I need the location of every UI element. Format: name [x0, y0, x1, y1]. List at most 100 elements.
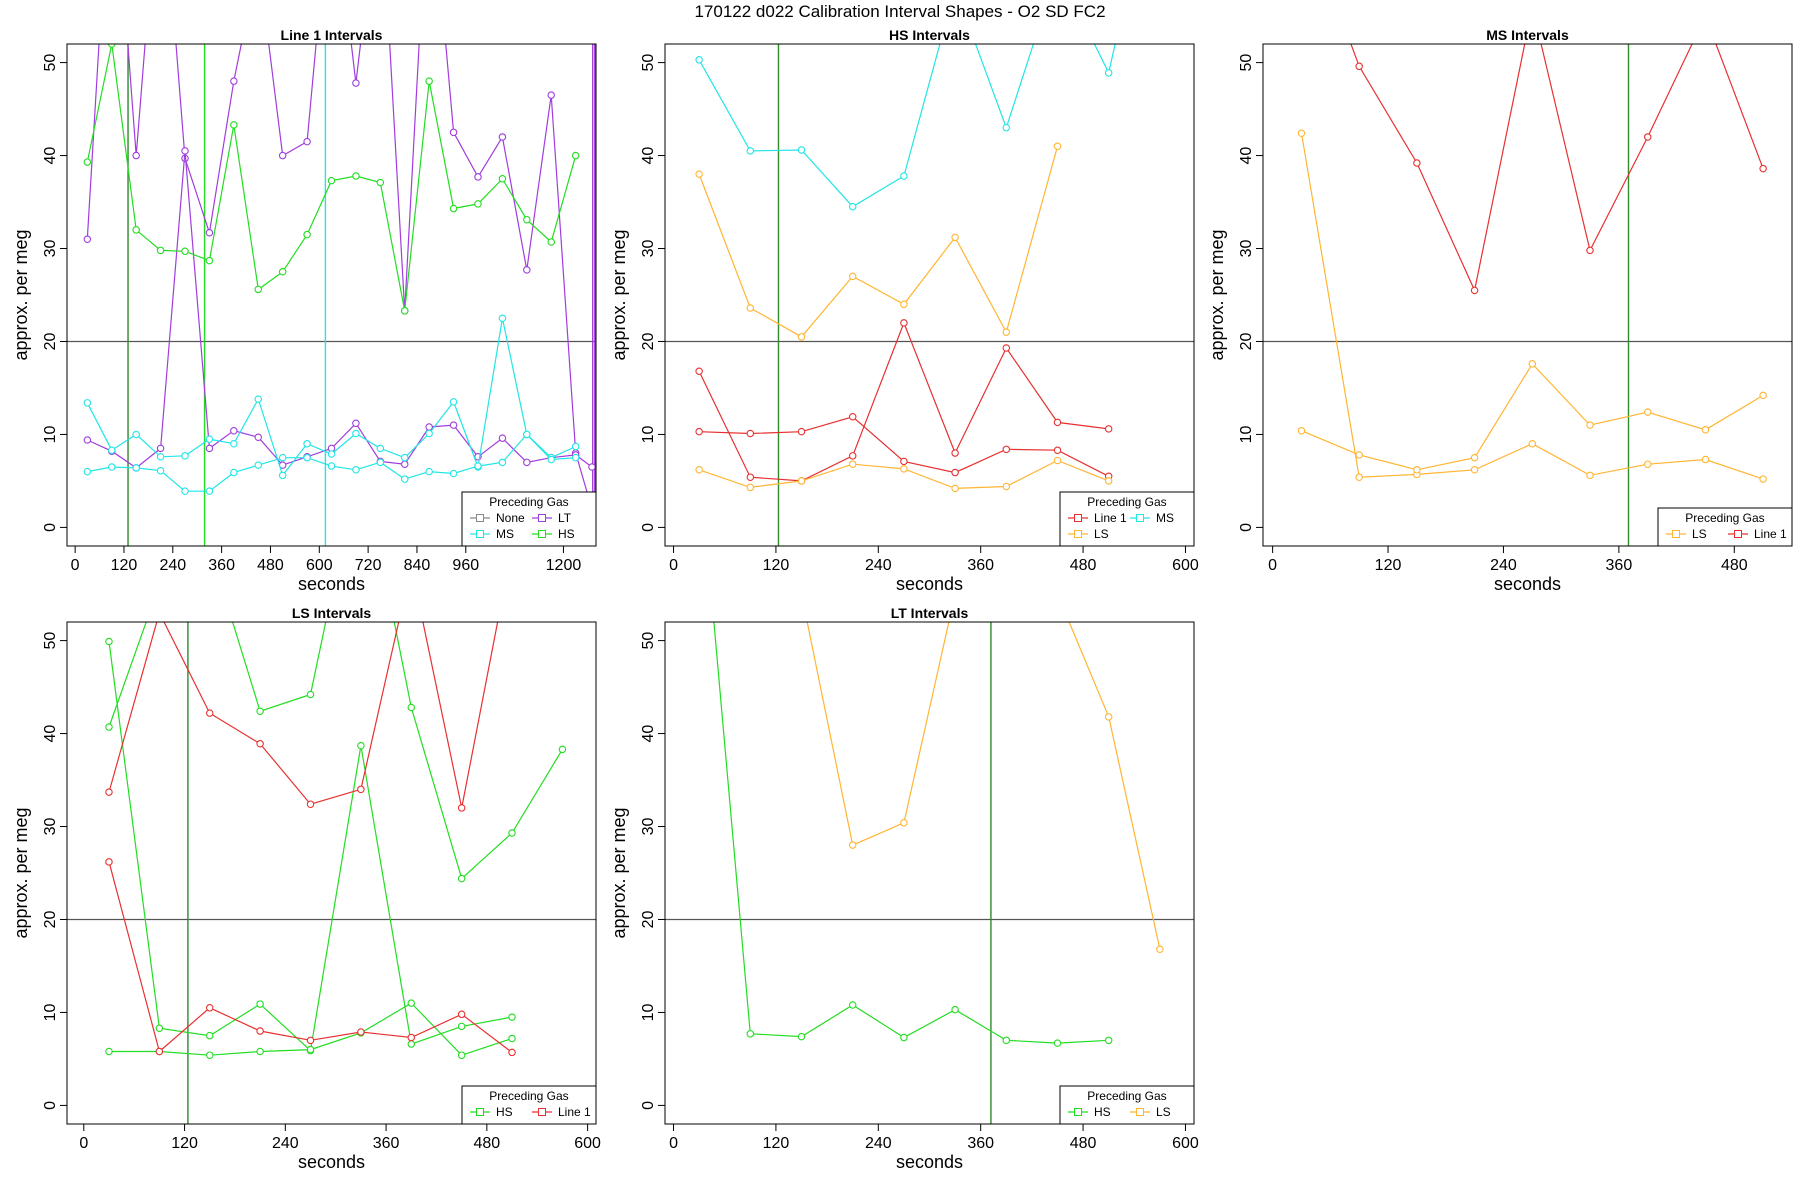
y-tick-label: 40 — [640, 725, 657, 743]
legend-marker — [1136, 514, 1144, 522]
data-point — [181, 247, 189, 256]
data-point — [1701, 426, 1710, 434]
panel-lt-intervals: LT Intervals 0 120 240 360 480 600 seconds 0 10 20… — [609, 605, 1199, 1172]
data-point — [83, 399, 92, 407]
data-point — [1002, 1036, 1011, 1045]
data-point — [951, 233, 959, 242]
data-point — [900, 465, 908, 473]
legend-label: LS — [1094, 527, 1109, 541]
data-point — [1114, 32, 1120, 38]
data-point — [498, 133, 507, 141]
x-tick-label: 480 — [473, 1135, 500, 1152]
x-tick-label: 0 — [1268, 557, 1277, 574]
data-point — [1002, 123, 1011, 132]
data-point — [797, 333, 806, 341]
data-point — [1053, 446, 1062, 454]
series-line — [1350, 44, 1764, 293]
y-tick-label: 0 — [640, 523, 657, 532]
data-point — [1355, 62, 1363, 71]
y-tick-label: 20 — [42, 910, 59, 928]
legend-marker — [1672, 530, 1680, 538]
y-tick-label: 30 — [42, 818, 59, 836]
x-axis: 0 120 240 360 480 600 720 840 960 1200 — [71, 546, 581, 574]
data-point — [105, 1047, 113, 1056]
x-tick-label: 240 — [865, 1135, 892, 1152]
legend: Preceding Gas HS LS — [1059, 1085, 1195, 1125]
data-point — [848, 1001, 857, 1009]
data-point — [951, 484, 959, 493]
data-point — [303, 137, 311, 146]
data-point — [900, 457, 908, 466]
data-point — [1470, 453, 1479, 462]
data-point — [951, 449, 959, 457]
x-tick-label: 480 — [257, 557, 284, 574]
series-line — [87, 150, 593, 469]
panel-ms-intervals: MS Intervals 0 120 240 360 480 seconds 0 10 20 30 4… — [1207, 4, 1793, 594]
data-point — [83, 467, 92, 476]
x-tick-label: 0 — [669, 1135, 678, 1152]
data-point — [848, 413, 857, 421]
data-point — [256, 1047, 264, 1056]
legend-item-ls: LS — [1666, 527, 1707, 541]
x-tick-label: 120 — [1375, 557, 1402, 574]
data-point — [105, 858, 113, 866]
x-tick-label: 480 — [1721, 557, 1748, 574]
legend-marker — [476, 514, 484, 522]
data-point — [498, 314, 507, 322]
series-line-1 — [695, 319, 1113, 485]
legend-item-ms: MS — [1130, 511, 1174, 525]
data-point — [900, 1033, 908, 1042]
data-point — [256, 1027, 264, 1035]
data-point — [306, 1045, 315, 1054]
data-point — [508, 1013, 516, 1021]
data-point — [1053, 142, 1062, 151]
data-point — [205, 256, 214, 265]
y-axis: 0 10 20 30 40 50 — [1238, 54, 1263, 532]
series-hs — [713, 622, 1113, 1047]
data-point — [571, 453, 580, 462]
plot-area — [665, 622, 1194, 1124]
data-point — [508, 1048, 516, 1057]
legend-label: HS — [1094, 1105, 1111, 1119]
y-axis-label: approx. per meg — [609, 229, 629, 360]
data-point — [457, 1051, 466, 1059]
y-axis: 0 10 20 30 40 50 — [640, 54, 665, 532]
data-point — [498, 458, 507, 467]
legend-marker — [1136, 1108, 1144, 1116]
data-point — [1586, 471, 1594, 480]
data-point — [108, 463, 116, 471]
data-point — [83, 436, 92, 444]
series-line — [108, 861, 513, 1053]
y-tick-label: 10 — [640, 425, 657, 443]
x-tick-label: 480 — [1070, 1135, 1097, 1152]
data-point — [695, 367, 703, 375]
data-point — [449, 421, 458, 429]
y-tick-label: 50 — [42, 54, 59, 72]
data-point — [327, 176, 336, 185]
x-axis-label: seconds — [1494, 574, 1561, 594]
data-point — [848, 452, 857, 460]
data-point — [306, 800, 315, 808]
legend-item-hs: HS — [532, 527, 575, 541]
legend-item-none: None — [470, 511, 525, 525]
data-point — [156, 610, 162, 616]
data-point — [900, 819, 908, 827]
data-point — [1053, 418, 1062, 427]
y-tick-label: 50 — [640, 632, 657, 650]
data-point — [205, 1004, 214, 1012]
y-axis: 0 10 20 30 40 50 — [42, 54, 67, 532]
data-point — [498, 175, 507, 183]
data-point — [1529, 4, 1535, 10]
data-point — [797, 146, 806, 154]
panel-hs-intervals: HS Intervals 0 120 240 360 480 600 seconds 0 10 20… — [609, 27, 1199, 594]
legend: Preceding Gas LS Line 1 — [1657, 507, 1793, 547]
y-tick-label: 10 — [42, 1003, 59, 1021]
panel-title: LT Intervals — [891, 605, 969, 621]
x-tick-label: 0 — [79, 1135, 88, 1152]
legend-item-hs: HS — [470, 1105, 513, 1119]
legend-label: HS — [496, 1105, 513, 1119]
data-point — [1759, 164, 1767, 173]
y-axis-label: approx. per meg — [11, 807, 31, 938]
